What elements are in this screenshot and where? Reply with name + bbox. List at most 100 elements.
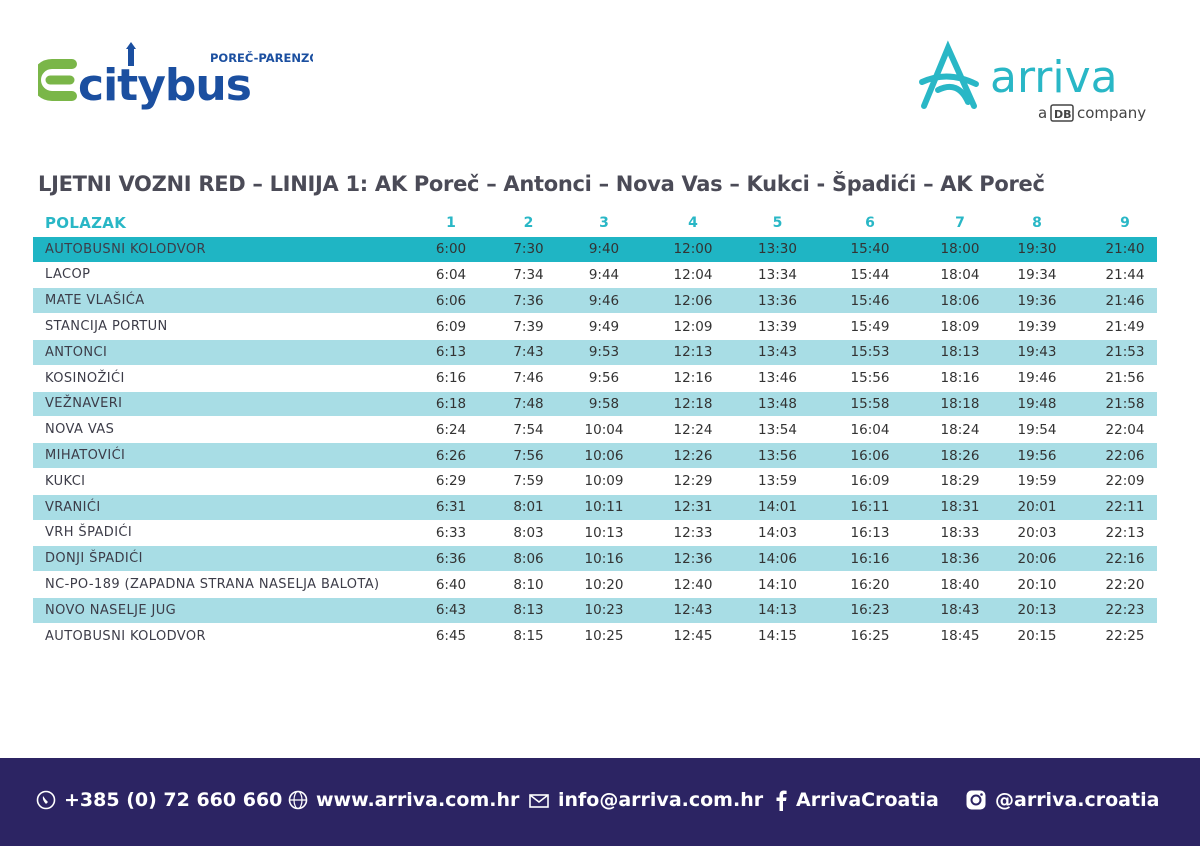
departure-time: 15:44 <box>801 262 939 289</box>
departure-time: 13:59 <box>754 468 801 495</box>
table-row: KOSINOŽIĆI 6:16 7:46 9:56 12:16 13:46 15:56 18:… <box>33 365 1157 392</box>
departure-time: 9:44 <box>576 262 632 289</box>
departure-time: 13:36 <box>754 287 801 315</box>
departure-time: 13:48 <box>754 391 801 418</box>
departure-time: 14:01 <box>754 494 801 521</box>
departure-time: 10:04 <box>576 416 632 444</box>
departure-time: 15:40 <box>801 236 939 263</box>
departure-time: 15:53 <box>801 339 939 366</box>
departure-time: 18:45 <box>939 623 981 650</box>
departure-time: 18:00 <box>939 236 981 263</box>
departure-number: 9 <box>1093 211 1157 237</box>
departure-time: 20:03 <box>981 520 1093 547</box>
departure-time: 14:06 <box>754 545 801 573</box>
stop-name: VEŽNAVERI <box>33 391 421 418</box>
arriva-a-mark <box>919 40 979 109</box>
website-contact[interactable]: www.arriva.com.hr <box>288 785 519 815</box>
table-row: NC-PO-189 (ZAPADNA STRANA NASELJA BALOTA… <box>33 571 1157 598</box>
departure-time: 20:15 <box>981 623 1093 650</box>
instagram-contact[interactable]: @arriva.croatia <box>965 785 1159 815</box>
departure-header: POLAZAK <box>33 211 421 237</box>
stop-name: NC-PO-189 (ZAPADNA STRANA NASELJA BALOTA… <box>33 571 421 598</box>
email-contact[interactable]: info@arriva.com.hr <box>528 785 763 815</box>
departure-time: 16:09 <box>801 468 939 495</box>
departure-time: 6:06 <box>421 287 481 315</box>
departure-number: 7 <box>939 211 981 237</box>
stop-name: KUKCI <box>33 468 421 495</box>
departure-time: 18:09 <box>939 313 981 340</box>
stop-name: KOSINOŽIĆI <box>33 365 421 392</box>
departure-time: 18:26 <box>939 442 981 469</box>
phone-icon <box>36 790 56 810</box>
departure-time: 10:11 <box>576 494 632 521</box>
stop-name: VRANIĆI <box>33 494 421 521</box>
departure-time: 9:49 <box>576 313 632 340</box>
stop-name: NOVO NASELJE JUG <box>33 597 421 624</box>
departure-time: 16:20 <box>801 571 939 598</box>
table-row: LACOP 6:04 7:34 9:44 12:04 13:34 15:44 18:04 19:… <box>33 262 1157 289</box>
departure-time: 18:31 <box>939 494 981 521</box>
departure-time: 12:29 <box>632 468 754 495</box>
phone-text: +385 (0) 72 660 660 <box>64 789 283 811</box>
departure-time: 9:53 <box>576 339 632 366</box>
table-row: KUKCI 6:29 7:59 10:09 12:29 13:59 16:09 18:29 19… <box>33 468 1157 495</box>
departure-time: 9:58 <box>576 391 632 418</box>
departure-time: 7:54 <box>481 416 576 444</box>
departure-time: 19:56 <box>981 442 1093 469</box>
departure-time: 12:40 <box>632 571 754 598</box>
departure-time: 19:36 <box>981 287 1093 315</box>
departure-time: 13:43 <box>754 339 801 366</box>
departure-time: 18:40 <box>939 571 981 598</box>
departure-time: 7:39 <box>481 313 576 340</box>
departure-time: 7:46 <box>481 365 576 392</box>
departure-time: 8:01 <box>481 494 576 521</box>
departure-time: 21:53 <box>1093 339 1157 366</box>
facebook-contact[interactable]: ArrivaCroatia <box>774 785 939 815</box>
departure-time: 18:33 <box>939 520 981 547</box>
table-row: ANTONCI 6:13 7:43 9:53 12:13 13:43 15:53 18:13 1… <box>33 339 1157 366</box>
table-row: MATE VLAŠIĆA 6:06 7:36 9:46 12:06 13:36 15:46 1… <box>33 287 1157 315</box>
departure-time: 6:16 <box>421 365 481 392</box>
departure-time: 7:56 <box>481 442 576 469</box>
departure-time: 22:20 <box>1093 571 1157 598</box>
departure-time: 12:31 <box>632 494 754 521</box>
departure-time: 18:04 <box>939 262 981 289</box>
departure-time: 12:36 <box>632 545 754 573</box>
departure-time: 6:04 <box>421 262 481 289</box>
departure-time: 10:09 <box>576 468 632 495</box>
departure-time: 12:26 <box>632 442 754 469</box>
arriva-sub-a: a <box>1038 104 1047 122</box>
departure-number: 1 <box>421 211 481 237</box>
table-row: DONJI ŠPADIĆI 6:36 8:06 10:16 12:36 14:06 16:1… <box>33 545 1157 573</box>
departure-time: 6:24 <box>421 416 481 444</box>
departure-number: 3 <box>576 211 632 237</box>
db-badge <box>1050 104 1074 122</box>
table-row: AUTOBUSNI KOLODVOR 6:45 8:15 10:25 12:45 14:1… <box>33 623 1157 650</box>
stop-name: ANTONCI <box>33 339 421 366</box>
arriva-logo: arriva a DB company <box>919 40 1146 122</box>
departure-time: 19:34 <box>981 262 1093 289</box>
departure-time: 13:39 <box>754 313 801 340</box>
website-text: www.arriva.com.hr <box>316 789 520 811</box>
globe-icon <box>288 790 308 810</box>
departure-time: 20:01 <box>981 494 1093 521</box>
departure-time: 10:13 <box>576 520 632 547</box>
departure-time: 18:06 <box>939 287 981 315</box>
departure-time: 20:10 <box>981 571 1093 598</box>
departure-time: 16:13 <box>801 520 939 547</box>
departure-time: 10:16 <box>576 545 632 573</box>
departure-time: 10:20 <box>576 571 632 598</box>
instagram-icon <box>966 790 986 810</box>
departure-time: 20:06 <box>981 545 1093 573</box>
table-row: AUTOBUSNI KOLODVOR 6:00 7:30 9:40 12:00 13:30… <box>33 236 1157 263</box>
departure-time: 19:48 <box>981 391 1093 418</box>
departure-time: 22:23 <box>1093 597 1157 624</box>
departure-number: 6 <box>801 211 939 237</box>
phone-contact[interactable]: +385 (0) 72 660 660 <box>36 785 282 815</box>
departure-time: 7:36 <box>481 287 576 315</box>
table-row: MIHATOVIĆI 6:26 7:56 10:06 12:26 13:56 16:06 18… <box>33 442 1157 469</box>
table-row: VEŽNAVERI 6:18 7:48 9:58 12:18 13:48 15:58 18:1… <box>33 391 1157 418</box>
stop-name: MATE VLAŠIĆA <box>33 287 421 315</box>
table-row: NOVO NASELJE JUG 6:43 8:13 10:23 12:43 14:13 1… <box>33 597 1157 624</box>
